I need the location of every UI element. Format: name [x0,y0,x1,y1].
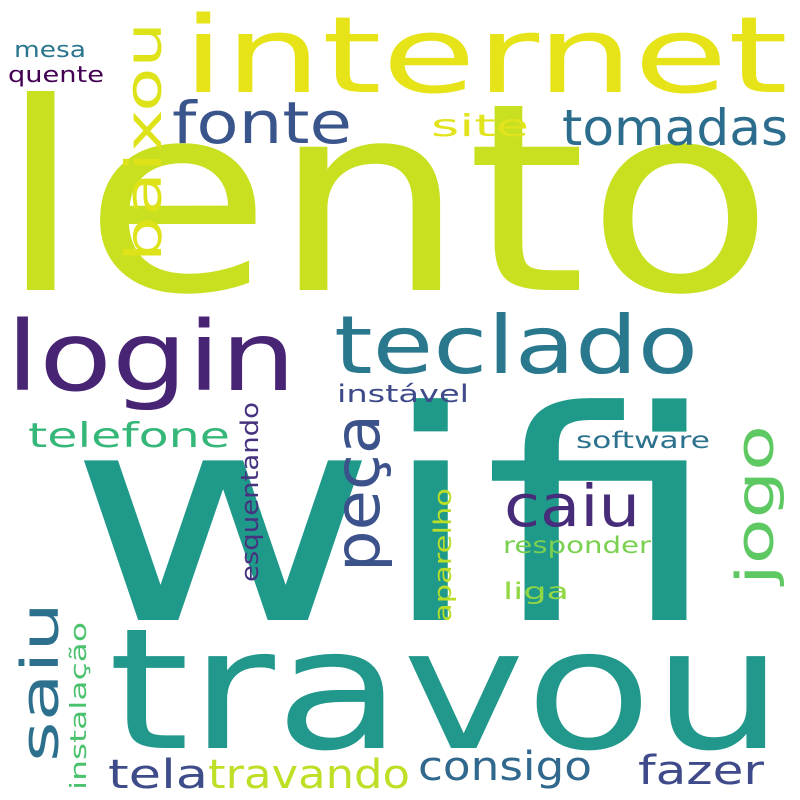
word-responder: responder [503,533,652,559]
word-aparelho: aparelho [429,488,457,622]
word-baixou: baixou [115,22,173,262]
word-jogo: jogo [726,425,786,586]
word-quente: quente [8,63,104,88]
word-tela: tela [108,752,208,798]
word-login: login [6,301,296,413]
word-teclado: teclado [334,299,698,392]
word-telefone: telefone [28,416,230,456]
word-lento: lento [0,47,774,352]
word-instalacao: instalação [67,622,92,790]
word-caiu: caiu [504,472,640,540]
word-consigo: consigo [418,744,592,790]
word-fazer: fazer [638,748,765,794]
word-travando: travando [208,752,410,798]
word-travou: travou [108,592,784,788]
word-instavel: instável [337,380,469,408]
word-peca: peça [321,414,394,572]
word-tomadas: tomadas [562,99,788,157]
word-site: site [431,109,529,144]
word-software: software [576,428,710,454]
word-wifi: wifi [68,349,722,689]
word-esquentando: esquentando [236,402,264,582]
word-fonte: fonte [172,89,352,157]
word-saiu: saiu [11,602,71,762]
word-mesa: mesa [14,38,86,63]
word-liga: liga [503,579,569,605]
word-internet: internet [182,0,788,117]
